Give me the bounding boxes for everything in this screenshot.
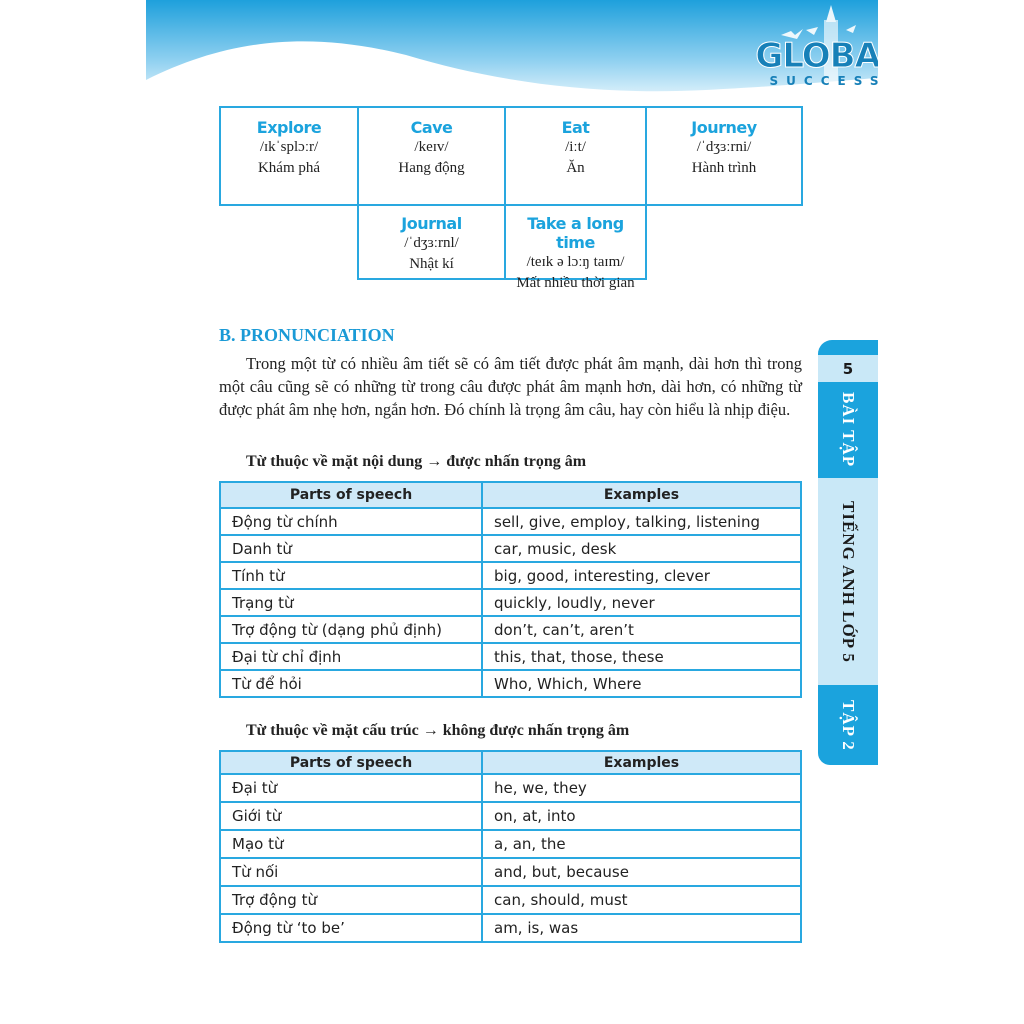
content-words-table: Parts of speech Examples Động từ chính sel…: [219, 481, 802, 698]
examples: am, is, was: [481, 913, 802, 943]
part-of-speech: Động từ ‘to be’: [219, 913, 483, 943]
examples: Who, Which, Where: [481, 669, 802, 698]
part-of-speech: Giới từ: [219, 801, 483, 831]
part-of-speech: Trợ động từ (dạng phủ định): [219, 615, 483, 644]
tab-part2: TIẾNG ANH LỚP 5: [818, 478, 878, 685]
vocab-card: Explore/ɪkˈsplɔːr/Khám phá: [219, 106, 359, 206]
vocab-card: Journey/ˈdʒɜːrni/Hành trình: [645, 106, 803, 206]
table-row: Trợ động từ (dạng phủ định) don’t, can’t,…: [219, 615, 802, 644]
table-header-row: Parts of speech Examples: [219, 750, 802, 775]
table-row: Từ để hỏi Who, Which, Where: [219, 669, 802, 698]
table-row: Danh từ car, music, desk: [219, 534, 802, 563]
tab-part1: BÀI TẬP: [818, 382, 878, 478]
table-row: Từ nối and, but, because: [219, 857, 802, 887]
page-header-banner: GLOBAL SUCCESS: [146, 0, 878, 100]
tab-cap: [818, 340, 878, 355]
part-of-speech: Đại từ chỉ định: [219, 642, 483, 671]
examples: quickly, loudly, never: [481, 588, 802, 617]
table-row: Tính từ big, good, interesting, clever: [219, 561, 802, 590]
column-header: Parts of speech: [219, 481, 483, 509]
examples: he, we, they: [481, 773, 802, 803]
part-of-speech: Từ nối: [219, 857, 483, 887]
examples: can, should, must: [481, 885, 802, 915]
part-of-speech: Trạng từ: [219, 588, 483, 617]
global-success-logo: GLOBAL SUCCESS: [755, 36, 878, 89]
table-row: Trạng từ quickly, loudly, never: [219, 588, 802, 617]
examples: and, but, because: [481, 857, 802, 887]
column-header: Examples: [481, 481, 802, 509]
part-of-speech: Danh từ: [219, 534, 483, 563]
table-row: Mạo từ a, an, the: [219, 829, 802, 859]
examples: car, music, desk: [481, 534, 802, 563]
section-paragraph: Trong một từ có nhiều âm tiết sẽ có âm t…: [219, 354, 802, 419]
structure-words-heading: Từ thuộc về mặt cấu trúc → không được nh…: [246, 722, 630, 739]
table-row: Đại từ he, we, they: [219, 773, 802, 803]
structure-words-table: Parts of speech Examples Đại từ he, we, th…: [219, 750, 802, 943]
examples: don’t, can’t, aren’t: [481, 615, 802, 644]
side-tab: 5 BÀI TẬP TIẾNG ANH LỚP 5 TẬP 2: [818, 340, 878, 765]
tab-part3: TẬP 2: [818, 685, 878, 765]
table-row: Động từ ‘to be’ am, is, was: [219, 913, 802, 943]
part-of-speech: Từ để hỏi: [219, 669, 483, 698]
part-of-speech: Mạo từ: [219, 829, 483, 859]
examples: this, that, those, these: [481, 642, 802, 671]
table-row: Trợ động từ can, should, must: [219, 885, 802, 915]
part-of-speech: Đại từ: [219, 773, 483, 803]
table-row: Động từ chính sell, give, employ, talking…: [219, 507, 802, 536]
table-row: Đại từ chỉ định this, that, those, these: [219, 642, 802, 671]
vocab-card: Journal/ˈdʒɜːrnl/Nhật kí: [357, 204, 506, 280]
tab-unit: 5: [818, 355, 878, 382]
part-of-speech: Tính từ: [219, 561, 483, 590]
vocab-card: Eat/iːt/Ăn: [504, 106, 647, 206]
part-of-speech: Trợ động từ: [219, 885, 483, 915]
column-header: Parts of speech: [219, 750, 483, 775]
section-title: B. PRONUNCIATION: [219, 325, 395, 345]
examples: a, an, the: [481, 829, 802, 859]
table-header-row: Parts of speech Examples: [219, 481, 802, 509]
column-header: Examples: [481, 750, 802, 775]
table-row: Giới từ on, at, into: [219, 801, 802, 831]
vocab-card: Cave/keɪv/Hang động: [357, 106, 506, 206]
vocab-card: Take a long time/teɪk ə lɔːŋ taɪm/Mất nh…: [504, 204, 647, 291]
examples: on, at, into: [481, 801, 802, 831]
examples: big, good, interesting, clever: [481, 561, 802, 590]
part-of-speech: Động từ chính: [219, 507, 483, 536]
examples: sell, give, employ, talking, listening: [481, 507, 802, 536]
content-words-heading: Từ thuộc về mặt nội dung → được nhấn trọ…: [246, 453, 587, 470]
